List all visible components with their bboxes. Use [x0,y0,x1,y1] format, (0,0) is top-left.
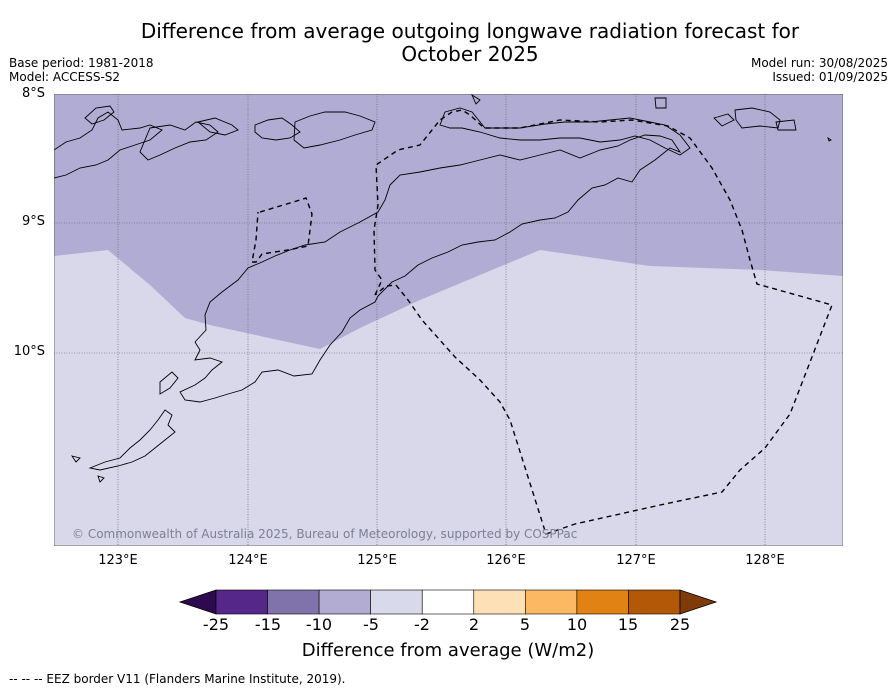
copyright-notice: © Commonwealth of Australia 2025, Bureau… [72,527,578,541]
lon-label-125e: 125°E [357,553,397,568]
lat-label-8s: 8°S [21,86,45,101]
coastlines [54,94,832,483]
lon-label-126e: 126°E [486,553,526,568]
base-period: Base period: 1981-2018 [9,56,154,70]
lat-label-9s: 9°S [21,214,45,229]
colorbar-tick: -25 [202,615,230,634]
colorbar-tick: 5 [519,615,531,634]
eez-border [251,109,833,535]
lon-label-124e: 124°E [228,553,268,568]
issued-date: Issued: 01/09/2025 [772,70,888,84]
lon-label-123e: 123°E [98,553,138,568]
title-line-1: Difference from average outgoing longwav… [140,19,800,43]
colorbar-tick: -5 [363,615,379,634]
lon-label-127e: 127°E [616,553,656,568]
model-run: Model run: 30/08/2025 [750,56,888,70]
colorbar-tick: 15 [617,615,639,634]
colorbar-tick: 10 [566,615,588,634]
meta-left: Base period: 1981-2018 Model: ACCESS-S2 [9,56,154,84]
lat-label-10s: 10°S [13,344,45,359]
colorbar-tick: -10 [305,615,333,634]
chart-title: Difference from average outgoing longwav… [90,20,850,66]
colorbar-label: Difference from average (W/m2) [301,640,595,661]
colorbar-tick: -2 [414,615,430,634]
colorbar-tick: 2 [468,615,480,634]
meta-right: Model run: 30/08/2025 Issued: 01/09/2025 [751,56,888,84]
title-line-2: October 2025 [401,42,539,66]
colorbar-tick: -15 [254,615,282,634]
anomaly-band-dark [54,94,843,349]
model-name: Model: ACCESS-S2 [9,70,121,84]
graticule [54,94,843,546]
lon-label-128e: 128°E [745,553,785,568]
colorbar-tick: 25 [669,615,691,634]
eez-credit: -- -- -- EEZ border V11 (Flanders Marine… [9,672,346,686]
